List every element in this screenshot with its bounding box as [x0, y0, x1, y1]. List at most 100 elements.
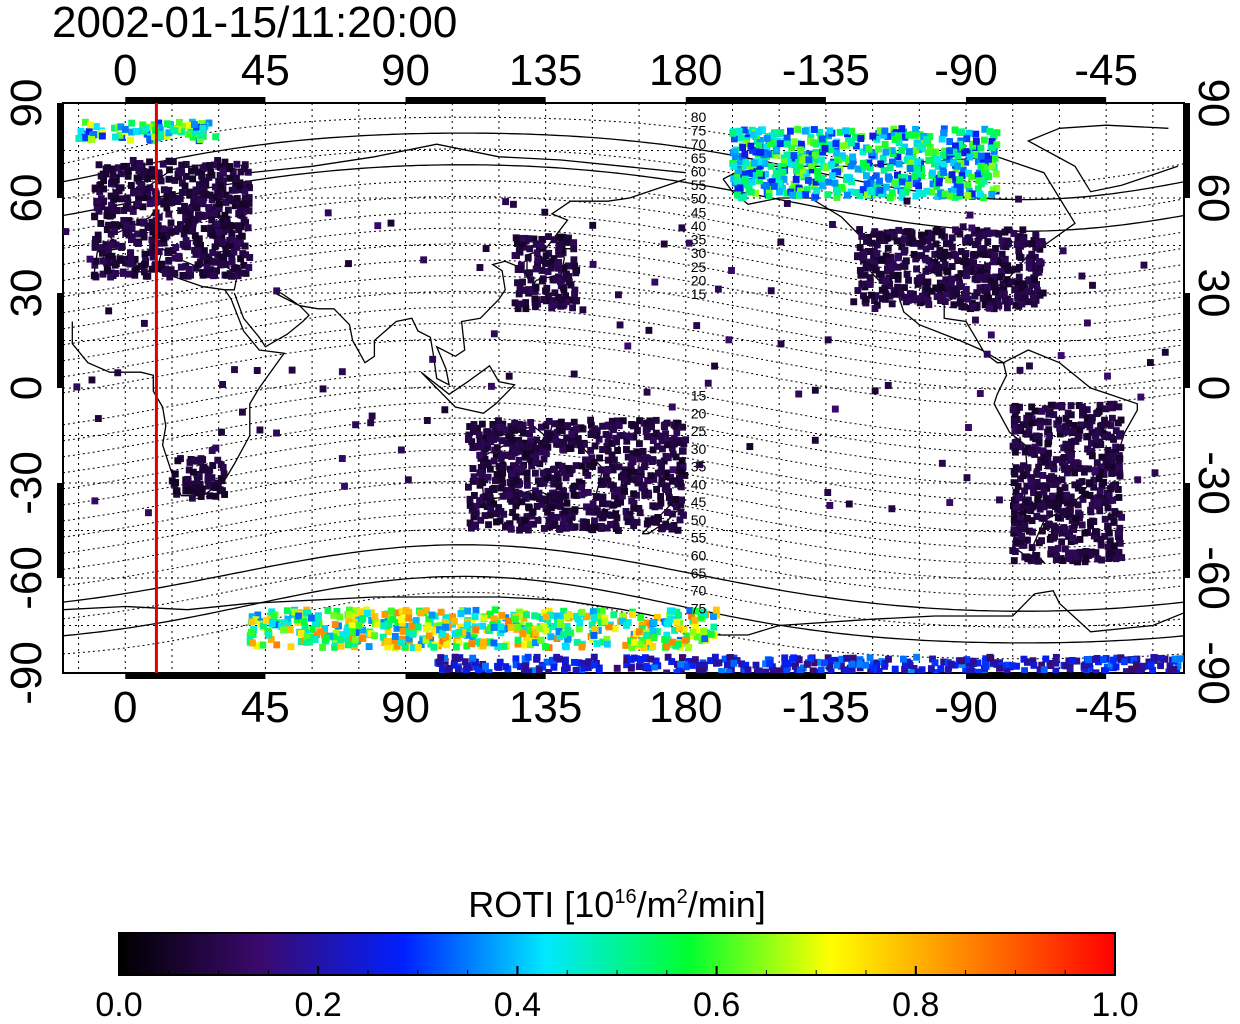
roti-cell — [1088, 501, 1096, 509]
roti-cell — [1115, 403, 1123, 411]
roti-cell — [776, 140, 784, 148]
roti-cell — [1122, 668, 1130, 673]
roti-cell — [221, 158, 229, 166]
roti-cell — [155, 248, 163, 256]
roti-cell — [759, 126, 766, 134]
roti-cell — [169, 158, 177, 166]
roti-cell — [572, 425, 580, 433]
roti-cell — [764, 150, 772, 158]
roti-cell — [239, 408, 246, 416]
roti-cell — [1110, 517, 1118, 525]
roti-cell — [570, 418, 578, 426]
roti-cell — [515, 436, 523, 444]
roti-cell — [1042, 495, 1050, 503]
roti-cell — [945, 251, 952, 259]
roti-cell — [1000, 290, 1008, 298]
roti-cell — [232, 174, 240, 182]
roti-cell — [1024, 555, 1032, 563]
roti-cell — [219, 167, 227, 175]
roti-cell — [502, 488, 510, 496]
roti-cell — [1033, 513, 1041, 520]
roti-cell — [191, 246, 198, 254]
contour-label: 25 — [691, 259, 707, 275]
roti-cell — [881, 141, 889, 148]
roti-cell — [194, 247, 202, 255]
roti-cell — [584, 664, 592, 672]
contour-label: 55 — [691, 530, 707, 546]
roti-cell — [941, 147, 949, 155]
roti-cell — [337, 636, 344, 643]
roti-cell — [519, 629, 527, 637]
roti-cell — [628, 455, 636, 463]
roti-cell — [395, 623, 402, 631]
roti-cell — [622, 641, 630, 649]
roti-cell — [1028, 281, 1036, 289]
roti-cell — [534, 260, 541, 268]
roti-cell — [965, 169, 972, 177]
roti-cell — [193, 477, 201, 485]
roti-cell — [843, 654, 850, 662]
roti-cell — [1027, 478, 1035, 486]
roti-cell — [920, 294, 927, 302]
roti-cell — [129, 207, 137, 215]
roti-cell — [995, 230, 1003, 238]
roti-cell — [1114, 529, 1122, 537]
roti-cell — [838, 152, 846, 160]
roti-cell — [890, 179, 898, 187]
roti-cell — [903, 270, 911, 278]
roti-cell — [871, 259, 879, 267]
roti-cell — [932, 284, 940, 292]
roti-cell — [979, 250, 987, 258]
roti-cell — [537, 241, 545, 249]
roti-cell — [520, 443, 528, 451]
roti-cell — [185, 265, 193, 273]
roti-cell — [523, 476, 531, 484]
roti-cell — [1062, 662, 1070, 670]
roti-cell — [557, 278, 564, 286]
roti-cell — [196, 135, 204, 143]
roti-cell — [1074, 501, 1082, 509]
roti-cell — [1010, 230, 1018, 237]
roti-cell — [1032, 230, 1040, 238]
roti-cell — [219, 238, 227, 246]
roti-cell — [1067, 411, 1075, 419]
roti-cell — [605, 623, 613, 631]
roti-cell — [218, 428, 225, 436]
roti-cell — [906, 290, 914, 298]
roti-cell — [103, 226, 111, 234]
roti-cell — [1058, 538, 1066, 546]
roti-cell — [485, 669, 493, 673]
roti-cell — [992, 245, 999, 252]
roti-cell — [189, 133, 197, 141]
roti-cell — [673, 669, 681, 673]
roti-cell — [538, 266, 546, 274]
roti-cell — [1036, 417, 1044, 425]
roti-cell — [527, 641, 534, 649]
roti-cell — [1048, 480, 1056, 488]
roti-cell — [666, 611, 674, 619]
roti-cell — [1064, 469, 1071, 477]
roti-cell — [893, 237, 901, 245]
roti-cell — [826, 127, 834, 135]
roti-cell — [591, 626, 599, 634]
roti-cell — [112, 195, 119, 203]
roti-cell — [540, 455, 548, 463]
roti-cell — [956, 140, 964, 148]
roti-cell — [544, 468, 552, 476]
roti-cell — [946, 499, 954, 507]
roti-cell — [1090, 532, 1098, 540]
roti-cell — [898, 193, 906, 201]
roti-cell — [253, 367, 261, 374]
roti-cell — [1066, 665, 1074, 673]
roti-cell — [636, 455, 644, 463]
roti-cell — [855, 660, 863, 668]
roti-cell — [469, 444, 477, 452]
roti-cell — [241, 165, 248, 173]
roti-cell — [543, 497, 551, 505]
roti-cell — [1021, 521, 1029, 529]
roti-cell — [680, 626, 688, 634]
roti-cell — [509, 443, 517, 451]
contour-label: 70 — [691, 136, 707, 152]
roti-cell — [512, 655, 520, 663]
roti-cell — [1087, 508, 1095, 516]
